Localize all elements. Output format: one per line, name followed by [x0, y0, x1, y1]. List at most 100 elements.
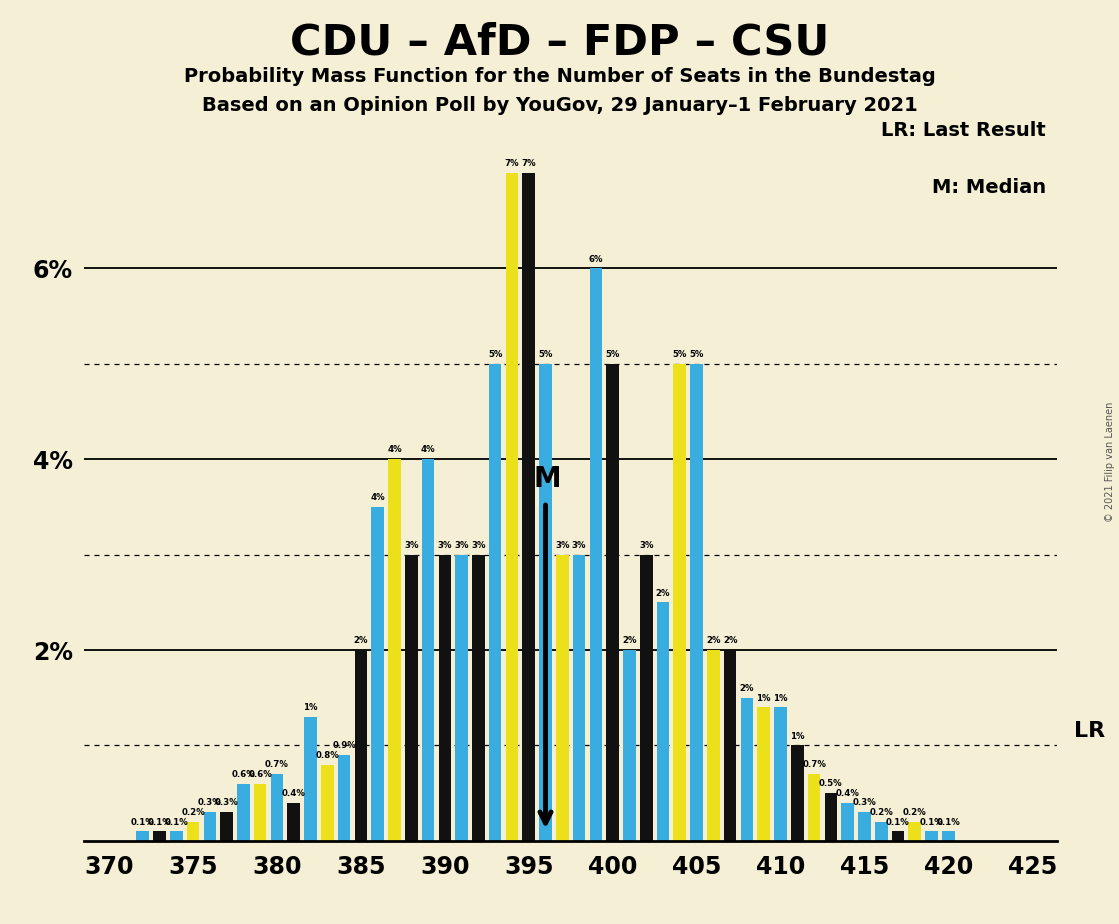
Text: 5%: 5%	[605, 350, 620, 359]
Bar	[892, 832, 904, 841]
Text: 7%: 7%	[505, 159, 519, 168]
Text: 0.7%: 0.7%	[265, 760, 289, 770]
Bar	[170, 832, 182, 841]
Bar	[372, 507, 384, 841]
Text: 7%: 7%	[521, 159, 536, 168]
Bar	[321, 764, 333, 841]
Bar	[657, 602, 669, 841]
Text: 0.1%: 0.1%	[937, 818, 960, 827]
Bar	[153, 832, 166, 841]
Bar	[489, 364, 501, 841]
Bar	[674, 364, 686, 841]
Bar	[338, 755, 350, 841]
Bar	[539, 364, 552, 841]
Text: 1%: 1%	[790, 732, 805, 741]
Bar	[590, 269, 602, 841]
Text: Based on an Opinion Poll by YouGov, 29 January–1 February 2021: Based on an Opinion Poll by YouGov, 29 J…	[201, 96, 918, 116]
Bar	[791, 746, 803, 841]
Bar	[623, 650, 636, 841]
Text: 1%: 1%	[756, 694, 771, 702]
Text: 3%: 3%	[454, 541, 469, 550]
Text: 3%: 3%	[471, 541, 486, 550]
Text: 0.4%: 0.4%	[282, 789, 305, 798]
Text: 0.6%: 0.6%	[232, 770, 255, 779]
Text: 2%: 2%	[354, 637, 368, 645]
Bar	[355, 650, 367, 841]
Text: 6%: 6%	[589, 255, 603, 263]
Text: 0.4%: 0.4%	[836, 789, 859, 798]
Text: 0.7%: 0.7%	[802, 760, 826, 770]
Text: 2%: 2%	[656, 589, 670, 598]
Text: 0.3%: 0.3%	[215, 798, 238, 808]
Text: 3%: 3%	[555, 541, 570, 550]
Bar	[942, 832, 955, 841]
Text: CDU – AfD – FDP – CSU: CDU – AfD – FDP – CSU	[290, 21, 829, 63]
Bar	[439, 554, 451, 841]
Bar	[858, 812, 871, 841]
Bar	[724, 650, 736, 841]
Text: 0.1%: 0.1%	[920, 818, 943, 827]
Text: 3%: 3%	[404, 541, 419, 550]
Bar	[388, 459, 401, 841]
Text: 2%: 2%	[706, 637, 721, 645]
Bar	[288, 803, 300, 841]
Text: 0.1%: 0.1%	[148, 818, 171, 827]
Text: © 2021 Filip van Laenen: © 2021 Filip van Laenen	[1106, 402, 1115, 522]
Bar	[455, 554, 468, 841]
Bar	[204, 812, 216, 841]
Bar	[187, 821, 199, 841]
Text: 4%: 4%	[370, 493, 385, 502]
Text: M: M	[534, 465, 561, 492]
Text: 5%: 5%	[673, 350, 687, 359]
Text: 1%: 1%	[303, 703, 318, 712]
Bar	[909, 821, 921, 841]
Bar	[707, 650, 720, 841]
Text: 0.2%: 0.2%	[869, 808, 893, 817]
Text: 0.5%: 0.5%	[819, 779, 843, 788]
Bar	[741, 698, 753, 841]
Bar	[925, 832, 938, 841]
Text: 3%: 3%	[572, 541, 586, 550]
Text: 0.2%: 0.2%	[903, 808, 927, 817]
Bar	[137, 832, 149, 841]
Text: LR: LR	[1074, 721, 1106, 741]
Text: M: Median: M: Median	[932, 177, 1046, 197]
Text: 5%: 5%	[538, 350, 553, 359]
Bar	[841, 803, 854, 841]
Bar	[690, 364, 703, 841]
Text: 0.2%: 0.2%	[181, 808, 205, 817]
Bar	[774, 707, 787, 841]
Text: 0.8%: 0.8%	[316, 750, 339, 760]
Bar	[556, 554, 568, 841]
Text: 5%: 5%	[689, 350, 704, 359]
Text: LR: Last Result: LR: Last Result	[881, 120, 1046, 140]
Text: 0.1%: 0.1%	[886, 818, 910, 827]
Text: 0.6%: 0.6%	[248, 770, 272, 779]
Text: Probability Mass Function for the Number of Seats in the Bundestag: Probability Mass Function for the Number…	[184, 67, 935, 86]
Text: 2%: 2%	[723, 637, 737, 645]
Text: 3%: 3%	[639, 541, 653, 550]
Bar	[405, 554, 417, 841]
Bar	[304, 717, 317, 841]
Text: 5%: 5%	[488, 350, 502, 359]
Bar	[523, 173, 535, 841]
Bar	[237, 784, 250, 841]
Bar	[422, 459, 434, 841]
Text: 0.1%: 0.1%	[131, 818, 154, 827]
Text: 2%: 2%	[622, 637, 637, 645]
Bar	[254, 784, 266, 841]
Bar	[758, 707, 770, 841]
Bar	[573, 554, 585, 841]
Bar	[875, 821, 887, 841]
Bar	[472, 554, 485, 841]
Bar	[825, 793, 837, 841]
Bar	[220, 812, 233, 841]
Bar	[271, 774, 283, 841]
Text: 4%: 4%	[387, 445, 402, 455]
Text: 0.3%: 0.3%	[853, 798, 876, 808]
Text: 1%: 1%	[773, 694, 788, 702]
Bar	[506, 173, 518, 841]
Text: 0.3%: 0.3%	[198, 798, 222, 808]
Text: 3%: 3%	[438, 541, 452, 550]
Text: 0.9%: 0.9%	[332, 741, 356, 750]
